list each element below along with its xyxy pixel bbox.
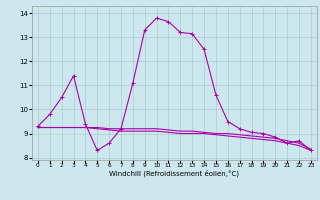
X-axis label: Windchill (Refroidissement éolien,°C): Windchill (Refroidissement éolien,°C) <box>109 170 239 177</box>
